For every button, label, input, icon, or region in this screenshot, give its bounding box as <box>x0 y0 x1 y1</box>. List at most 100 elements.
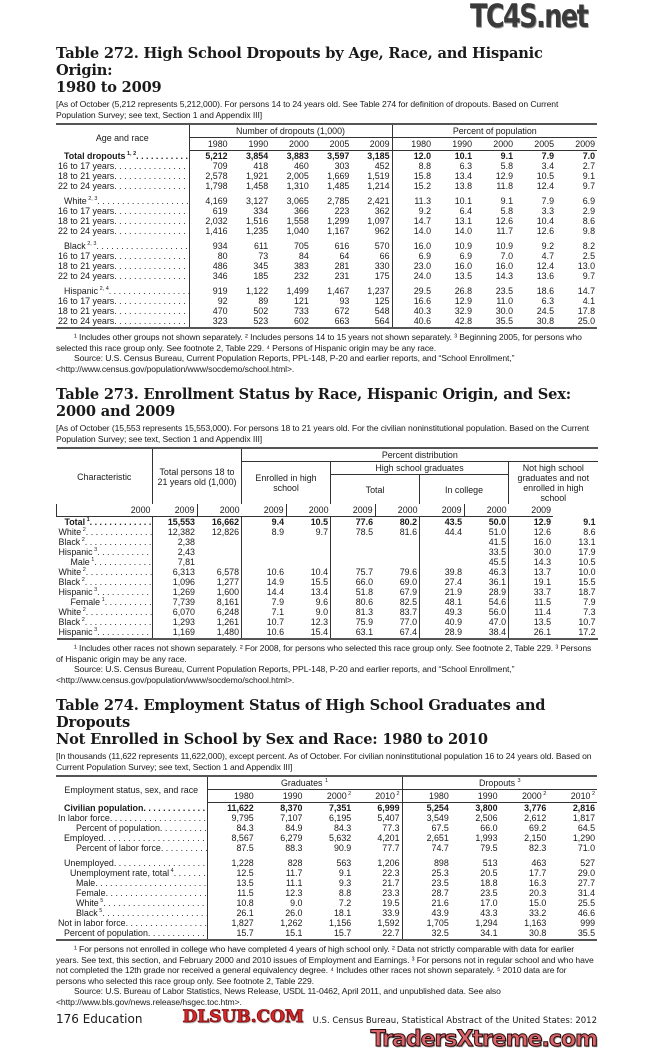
cell-value: 66 <box>379 251 390 261</box>
cell-value: 3,883 <box>286 151 309 161</box>
cell-value: 45.5 <box>488 557 507 567</box>
year-header: 2009 <box>152 504 197 517</box>
cell-value: 9.2 <box>541 241 555 251</box>
cell-value: 9.1 <box>338 868 352 878</box>
cell-value: 2,612 <box>524 813 547 823</box>
cell-value: 1,480 <box>197 627 242 640</box>
cell-value: 64 <box>339 251 350 261</box>
cell-value: 15.5 <box>578 577 596 587</box>
row-label: 16 to 17 years <box>56 296 189 306</box>
cell-value: 523 <box>229 316 271 329</box>
cell-value <box>330 537 376 547</box>
table-row: Female11.5 12.3 8.8 23.328.7 23.5 20.3 31.4 <box>56 888 597 898</box>
cell-value: 8,370 <box>280 803 303 813</box>
cell-value: 15.2 <box>391 181 434 191</box>
cell-value: 1,669 <box>327 171 350 181</box>
cell-value: 9.7 <box>582 271 596 281</box>
cell-value: 25.0 <box>556 316 598 329</box>
row-label: Unemployed <box>56 853 207 868</box>
cell-value: 15,553 <box>152 516 197 527</box>
cell-value: 14.3 <box>508 557 554 567</box>
table-row: Unemployment rate, total 412.5 11.7 9.1 22.… <box>56 868 597 878</box>
cell-value: 619 <box>188 206 230 216</box>
cell-value: 1,458 <box>245 181 269 191</box>
cell-value: 7.9 <box>541 151 555 161</box>
cell-value: 8.8 <box>338 888 352 898</box>
cell-value: 548 <box>374 306 390 316</box>
cell-value: 3,854 <box>245 151 269 161</box>
cell-value: 81.6 <box>399 527 418 537</box>
cell-value: 9,795 <box>206 813 256 823</box>
cell-value <box>241 537 287 547</box>
cell-value: 1,206 <box>377 858 400 868</box>
row-label: Total 1 <box>57 517 153 527</box>
cell-value: 8.8 <box>391 161 434 171</box>
cell-value: 463 <box>531 858 547 868</box>
cell-value: 71.0 <box>577 843 596 853</box>
cell-value: 1,310 <box>286 181 309 191</box>
cell-value: 63.1 <box>330 627 376 640</box>
cell-value: 11.5 <box>206 888 256 898</box>
cell-value: 1,040 <box>286 226 309 236</box>
row-label: White 2 <box>57 527 153 537</box>
cell-value: 82.3 <box>529 843 547 853</box>
cell-value: 93 <box>339 296 350 306</box>
source-text: Source: U.S. Census Bureau, Current Popu… <box>56 664 515 685</box>
cell-value: 12.3 <box>285 888 303 898</box>
cell-value: 2,38 <box>152 537 197 547</box>
cell-value: 10.4 <box>536 216 555 226</box>
cell-value: 84.3 <box>333 823 352 833</box>
cell-value: 18.1 <box>333 908 352 918</box>
cell-value: 17.0 <box>480 898 498 908</box>
table-row: Black 21,2931,26110.712.375.977.040.947.… <box>57 617 598 627</box>
cell-value: 18.7 <box>578 587 596 597</box>
cell-value: 78.5 <box>330 527 376 537</box>
table-row: Female 17,7398,1617.99.680.682.548.154.6… <box>57 597 598 607</box>
stub-header: Characteristic <box>56 447 153 504</box>
cell-value: 77.6 <box>330 516 376 527</box>
cell-value: 10.6 <box>241 627 287 640</box>
cell-value: 16.0 <box>508 537 554 547</box>
total-persons-header: Total persons 18 to 21 years old (1,000) <box>151 447 242 504</box>
cell-value: 13.1 <box>578 537 596 547</box>
cell-value: 5.8 <box>500 206 514 216</box>
year-header: 1990 <box>255 789 305 803</box>
cell-value: 67.9 <box>399 587 418 597</box>
table-row: 22 to 24 years32352360266356440.642.835.… <box>56 316 598 329</box>
cell-value <box>330 547 376 557</box>
row-label: 16 to 17 years <box>56 251 189 261</box>
total-header: Total <box>330 474 420 504</box>
cell-value: 19.5 <box>382 898 400 908</box>
cell-value: 1,237 <box>367 286 390 296</box>
cell-value: 1,156 <box>329 918 352 928</box>
cell-value: 80.6 <box>330 597 376 607</box>
cell-value: 6,195 <box>329 813 352 823</box>
cell-value: 3,065 <box>286 196 309 206</box>
cell-value: 383 <box>293 261 309 271</box>
cell-value: 11.8 <box>496 181 514 191</box>
cell-value: 28.7 <box>401 888 451 898</box>
year-header: 2000 <box>56 504 153 517</box>
year-header: 1990 <box>450 789 500 803</box>
cell-value: 66.0 <box>330 577 376 587</box>
row-label: Black 2 <box>57 617 153 627</box>
cell-value: 6.3 <box>541 296 555 306</box>
cell-value: 898 <box>401 853 451 868</box>
cell-value: 9.7 <box>315 527 329 537</box>
cell-value: 2,43 <box>152 547 197 557</box>
cell-value <box>286 537 331 547</box>
footer-credit: U.S. Census Bureau, Statistical Abstract… <box>312 1016 597 1026</box>
cell-value: 1,293 <box>152 617 197 627</box>
cell-value: 1,467 <box>327 286 350 296</box>
cell-value: 15.5 <box>310 577 329 587</box>
table-272-title: Table 272. High School Dropouts by Age, … <box>56 45 543 96</box>
row-label: 22 to 24 years <box>56 271 189 281</box>
not-hs-graduates-header: Not high school graduates and not enroll… <box>508 461 598 504</box>
cell-value: 15.0 <box>529 898 547 908</box>
cell-value: 9.2 <box>391 206 434 216</box>
cell-value: 22.7 <box>353 928 403 941</box>
cell-value: 5.8 <box>500 161 514 171</box>
cell-value: 7.0 <box>500 251 514 261</box>
